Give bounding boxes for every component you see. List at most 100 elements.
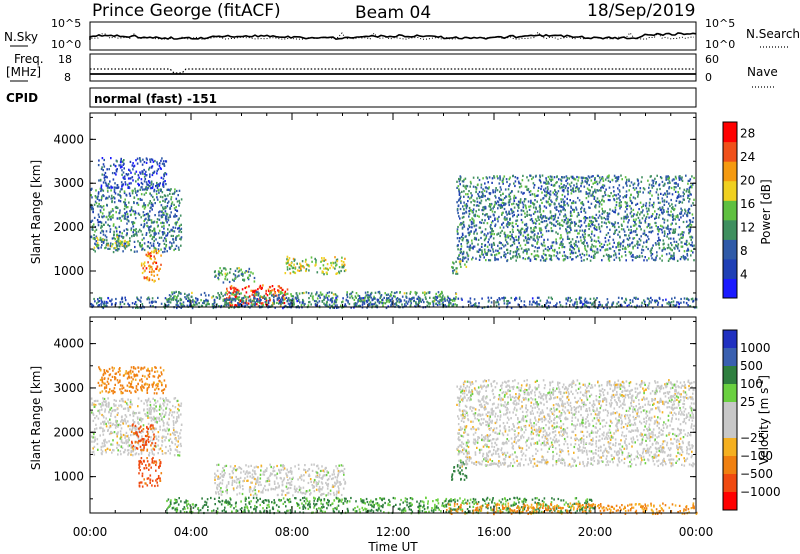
scatter-cell xyxy=(685,243,687,246)
scatter-cell xyxy=(590,248,593,252)
scatter-cell xyxy=(590,303,593,306)
scatter-cell xyxy=(504,234,507,237)
scatter-cell xyxy=(148,180,150,183)
scatter-cell xyxy=(217,278,220,281)
scatter-cell xyxy=(139,188,141,191)
scatter-cell xyxy=(547,246,549,249)
scatter-cell xyxy=(123,302,126,306)
scatter-cell xyxy=(632,196,635,199)
scatter-cell xyxy=(103,240,105,243)
scatter-cell xyxy=(477,194,480,197)
scatter-cell xyxy=(463,208,465,211)
scatter-cell xyxy=(556,302,558,305)
scatter-cell xyxy=(168,246,171,249)
scatter-cell xyxy=(622,186,625,189)
colorbar-swatch xyxy=(723,258,737,279)
scatter-cell xyxy=(178,234,180,237)
scatter-cell xyxy=(635,203,637,206)
scatter-cell xyxy=(514,255,517,258)
scatter-cell xyxy=(253,276,256,280)
scatter-cell xyxy=(159,210,161,213)
scatter-cell xyxy=(148,264,150,268)
scatter-cell xyxy=(503,207,506,211)
scatter-cell xyxy=(136,157,139,160)
scatter-cell xyxy=(618,249,620,252)
scatter-cell xyxy=(585,300,588,303)
scatter-cell xyxy=(540,198,542,201)
scatter-cell xyxy=(651,194,653,197)
scatter-cell xyxy=(409,304,412,307)
scatter-cell xyxy=(650,296,652,299)
scatter-cell xyxy=(148,301,151,304)
scatter-cell xyxy=(668,214,671,217)
scatter-cell xyxy=(294,296,297,299)
scatter-cell xyxy=(632,224,635,227)
scatter-cell xyxy=(532,231,534,234)
scatter-cell xyxy=(360,297,363,300)
scatter-cell xyxy=(638,208,640,211)
scatter-cell xyxy=(103,215,105,218)
scatter-cell xyxy=(178,226,180,230)
scatter-cell xyxy=(164,198,167,201)
scatter-cell xyxy=(513,196,515,199)
scatter-cell xyxy=(611,178,614,181)
scatter-cell xyxy=(549,211,552,214)
scatter-cell xyxy=(648,230,650,234)
scatter-cell xyxy=(492,250,495,253)
scatter-cell xyxy=(172,238,174,241)
scatter-cell xyxy=(218,294,220,297)
scatter-cell xyxy=(478,178,481,182)
scatter-cell xyxy=(257,288,259,291)
scatter-cell xyxy=(507,302,509,305)
scatter-cell xyxy=(584,247,586,250)
scatter-cell xyxy=(595,226,598,229)
scatter-cell xyxy=(681,241,683,244)
scatter-cell xyxy=(317,294,320,297)
scatter-cell xyxy=(421,298,424,301)
scatter-cell xyxy=(315,303,317,306)
scatter-cell xyxy=(590,246,593,249)
scatter-cell xyxy=(294,258,296,261)
scatter-cell xyxy=(245,295,247,299)
scatter-cell xyxy=(559,227,561,230)
scatter-cell xyxy=(283,302,286,305)
colorbar-swatch xyxy=(723,122,737,143)
scatter-cell xyxy=(365,299,368,302)
scatter-cell xyxy=(146,158,148,161)
scatter-cell xyxy=(522,257,524,260)
scatter-cell xyxy=(467,258,469,261)
scatter-cell xyxy=(281,288,284,292)
scatter-cell xyxy=(432,300,435,303)
scatter-cell xyxy=(133,221,136,225)
scatter-cell xyxy=(513,199,516,202)
scatter-cell xyxy=(188,299,190,303)
scatter-cell xyxy=(683,192,685,196)
scatter-cell xyxy=(483,239,486,242)
scatter-cell xyxy=(121,188,123,191)
scatter-cell xyxy=(635,187,638,190)
scatter-cell xyxy=(580,206,583,209)
scatter-cell xyxy=(116,168,118,171)
scatter-cell xyxy=(165,173,168,176)
scatter-cell xyxy=(672,178,675,181)
scatter-cell xyxy=(357,299,359,302)
scatter-cell xyxy=(291,304,294,308)
scatter-cell xyxy=(155,267,157,270)
scatter-cell xyxy=(474,236,476,239)
scatter-cell xyxy=(627,243,629,246)
scatter-cell xyxy=(584,219,587,222)
scatter-cell xyxy=(607,239,610,242)
scatter-cell xyxy=(149,160,152,163)
scatter-cell xyxy=(481,250,483,254)
scatter-cell xyxy=(594,181,596,184)
scatter-cell xyxy=(657,207,660,211)
scatter-cell xyxy=(662,193,665,196)
scatter-cell xyxy=(615,176,618,179)
scatter-cell xyxy=(606,176,608,179)
scatter-cell xyxy=(147,399,150,402)
scatter-cell xyxy=(107,297,110,300)
scatter-cell xyxy=(534,199,536,202)
scatter-cell xyxy=(553,203,556,206)
scatter-cell xyxy=(665,253,668,256)
scatter-cell xyxy=(150,166,153,169)
